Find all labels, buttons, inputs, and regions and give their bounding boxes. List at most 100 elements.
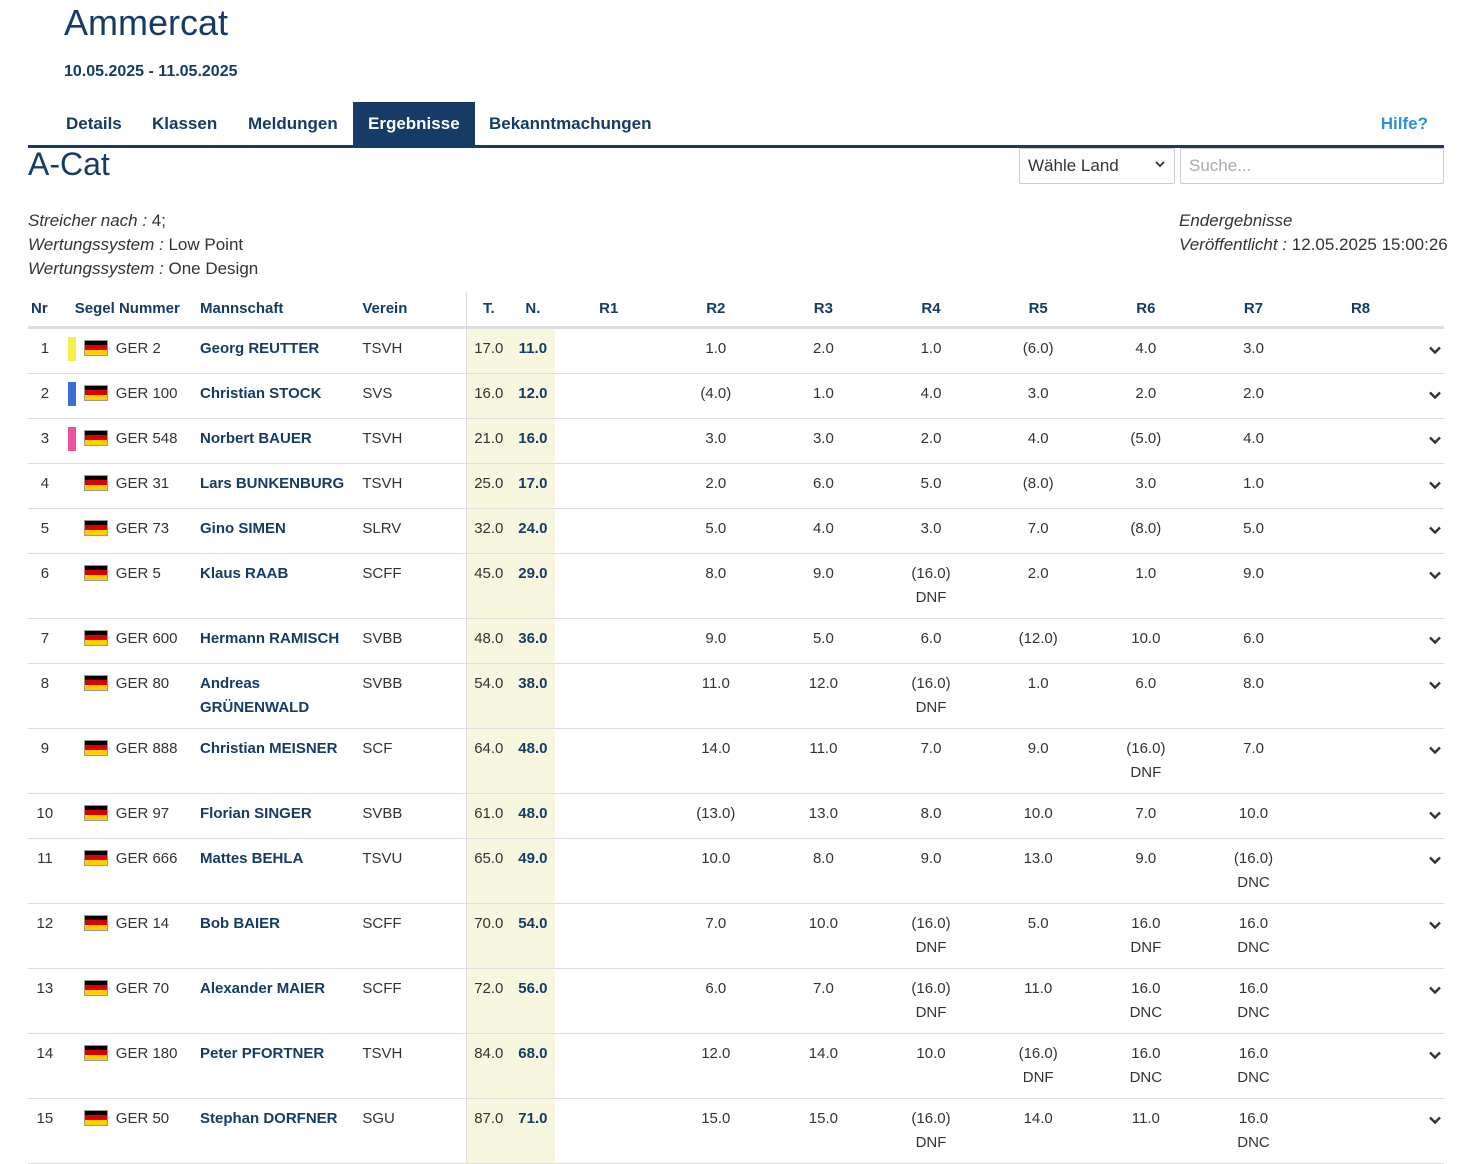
expand-row-button[interactable] (1414, 373, 1444, 419)
race-score: 16.0 (1238, 1109, 1269, 1127)
col-header-r8[interactable]: R8 (1307, 292, 1415, 329)
expand-row-button[interactable] (1414, 553, 1444, 619)
table-row[interactable]: 3 GER 548 Norbert BAUER TSVH 21.0 16.0 3.0 3.0 2… (28, 418, 1444, 464)
race-score: 10.0 (701, 849, 731, 867)
table-row[interactable]: 14 GER 180 Peter PFORTNER TSVH 84.0 68.0 12.0 1… (28, 1033, 1444, 1099)
col-header-total[interactable]: T. (466, 292, 511, 329)
crew-name-link[interactable]: Christian STOCK (200, 373, 363, 419)
expand-row-button[interactable] (1414, 838, 1444, 904)
expand-row-button[interactable] (1414, 728, 1444, 794)
medal-color-bar (68, 977, 76, 1001)
col-header-r2[interactable]: R2 (662, 292, 770, 329)
expand-row-button[interactable] (1414, 508, 1444, 554)
expand-row-button[interactable] (1414, 903, 1444, 969)
rank-cell: 6 (28, 553, 68, 619)
table-row[interactable]: 5 GER 73 Gino SIMEN SLRV 32.0 24.0 5.0 4.0 3.0 7.… (28, 508, 1444, 554)
expand-row-button[interactable] (1414, 968, 1444, 1034)
tab-bekanntmachungen[interactable]: Bekanntmachungen (489, 114, 652, 133)
race-r8-cell (1307, 903, 1415, 969)
crew-name-link[interactable]: Christian MEISNER (200, 728, 363, 794)
col-header-r6[interactable]: R6 (1091, 292, 1200, 329)
race-score: (5.0) (1130, 429, 1162, 447)
col-header-nr[interactable]: Nr (28, 292, 68, 329)
col-header-r4[interactable]: R4 (877, 292, 985, 329)
table-row[interactable]: 6 GER 5 Klaus RAAB SCFF 45.0 29.0 8.0 9.0 (16.0)… (28, 553, 1444, 619)
col-header-net[interactable]: N. (510, 292, 556, 329)
race-r4-cell: (16.0) DNF (877, 553, 985, 619)
race-score: 2.0 (812, 339, 834, 357)
crew-name-link[interactable]: Norbert BAUER (200, 418, 363, 464)
col-header-r1[interactable]: R1 (555, 292, 663, 329)
race-r6-cell: 9.0 (1091, 838, 1200, 904)
crew-name-link[interactable]: Lars BUNKENBURG (200, 463, 363, 509)
crew-name-link[interactable]: Hermann RAMISCH (200, 618, 363, 664)
race-r8-cell (1307, 327, 1415, 374)
expand-row-button[interactable] (1414, 1098, 1444, 1164)
col-header-r3[interactable]: R3 (769, 292, 878, 329)
table-row[interactable]: 12 GER 14 Bob BAIER SCFF 70.0 54.0 7.0 10.0 (16.… (28, 903, 1444, 969)
crew-name-link[interactable]: Klaus RAAB (200, 553, 363, 619)
table-row[interactable]: 11 GER 666 Mattes BEHLA TSVU 65.0 49.0 10.0 8.0… (28, 838, 1444, 904)
expand-row-button[interactable] (1414, 793, 1444, 839)
expand-row-button[interactable] (1414, 663, 1444, 729)
race-r5-cell: 2.0 (984, 553, 1092, 619)
race-score: 3.0 (812, 429, 834, 447)
race-score-code: DNF (915, 1133, 947, 1151)
race-r8-cell (1307, 663, 1415, 729)
table-row[interactable]: 9 GER 888 Christian MEISNER SCF 64.0 48.0 14.0… (28, 728, 1444, 794)
tab-ergebnisse[interactable]: Ergebnisse (353, 102, 475, 145)
race-score: 16.0 (1238, 979, 1269, 997)
net-points-cell: 17.0 (510, 463, 556, 509)
tab-details[interactable]: Details (66, 114, 122, 133)
table-row[interactable]: 1 GER 2 Georg REUTTER TSVH 17.0 11.0 1.0 2.0 1.0… (28, 327, 1444, 374)
crew-name-link[interactable]: Florian SINGER (200, 793, 363, 839)
expand-row-button[interactable] (1414, 327, 1444, 374)
table-row[interactable]: 10 GER 97 Florian SINGER SVBB 61.0 48.0 (13.0)… (28, 793, 1444, 839)
table-row[interactable]: 7 GER 600 Hermann RAMISCH SVBB 48.0 36.0 9.0 5.… (28, 618, 1444, 664)
search-input[interactable] (1180, 148, 1444, 184)
col-header-r5[interactable]: R5 (984, 292, 1092, 329)
table-row[interactable]: 2 GER 100 Christian STOCK SVS 16.0 12.0 (4.0) 1… (28, 373, 1444, 419)
race-score: 7.0 (1243, 739, 1264, 757)
crew-name-link[interactable]: Mattes BEHLA (200, 838, 363, 904)
col-header-sail[interactable]: Segel Nummer (67, 292, 200, 329)
sail-number-cell: GER 180 (67, 1033, 200, 1099)
rank-cell: 15 (28, 1098, 68, 1164)
expand-row-button[interactable] (1414, 463, 1444, 509)
table-row[interactable]: 8 GER 80 Andreas GRÜNENWALD SVBB 54.0 38.0 11.… (28, 663, 1444, 729)
race-r6-cell: 3.0 (1091, 463, 1200, 509)
race-score: 6.0 (920, 629, 942, 647)
col-header-r7[interactable]: R7 (1199, 292, 1308, 329)
race-r7-cell: 2.0 (1199, 373, 1308, 419)
expand-row-button[interactable] (1414, 1033, 1444, 1099)
scoring-system-value: One Design (168, 259, 259, 278)
crew-name-link[interactable]: Stephan DORFNER (200, 1098, 363, 1164)
crew-name-link[interactable]: Bob BAIER (200, 903, 363, 969)
race-r2-cell: 15.0 (662, 1098, 770, 1164)
race-score: 7.0 (1135, 804, 1157, 822)
expand-row-button[interactable] (1414, 618, 1444, 664)
crew-name-link[interactable]: Andreas GRÜNENWALD (200, 663, 363, 729)
tab-klassen[interactable]: Klassen (152, 114, 218, 133)
race-r7-cell: 7.0 (1199, 728, 1308, 794)
country-select-value: Wähle Land (1028, 156, 1119, 175)
col-header-crew[interactable]: Mannschaft (200, 292, 363, 329)
sail-number-cell: GER 70 (67, 968, 200, 1034)
table-row[interactable]: 13 GER 70 Alexander MAIER SCFF 72.0 56.0 6.0 7.… (28, 968, 1444, 1034)
sail-number: GER 600 (115, 629, 178, 647)
race-r6-cell: 2.0 (1091, 373, 1200, 419)
country-select[interactable]: Wähle Land (1019, 148, 1175, 184)
col-header-club[interactable]: Verein (362, 292, 467, 329)
race-score: 9.0 (1135, 849, 1157, 867)
crew-name-link[interactable]: Alexander MAIER (200, 968, 363, 1034)
table-row[interactable]: 4 GER 31 Lars BUNKENBURG TSVH 25.0 17.0 2.0 6.0… (28, 463, 1444, 509)
sail-number: GER 100 (115, 384, 178, 402)
crew-name-link[interactable]: Peter PFORTNER (200, 1033, 363, 1099)
table-row[interactable]: 15 GER 50 Stephan DORFNER SGU 87.0 71.0 15.0 15… (28, 1098, 1444, 1164)
crew-name-link[interactable]: Georg REUTTER (200, 327, 363, 374)
help-link[interactable]: Hilfe? (1380, 114, 1428, 133)
race-r1-cell (555, 327, 663, 374)
crew-name-link[interactable]: Gino SIMEN (200, 508, 363, 554)
tab-meldungen[interactable]: Meldungen (248, 114, 338, 133)
expand-row-button[interactable] (1414, 418, 1444, 464)
